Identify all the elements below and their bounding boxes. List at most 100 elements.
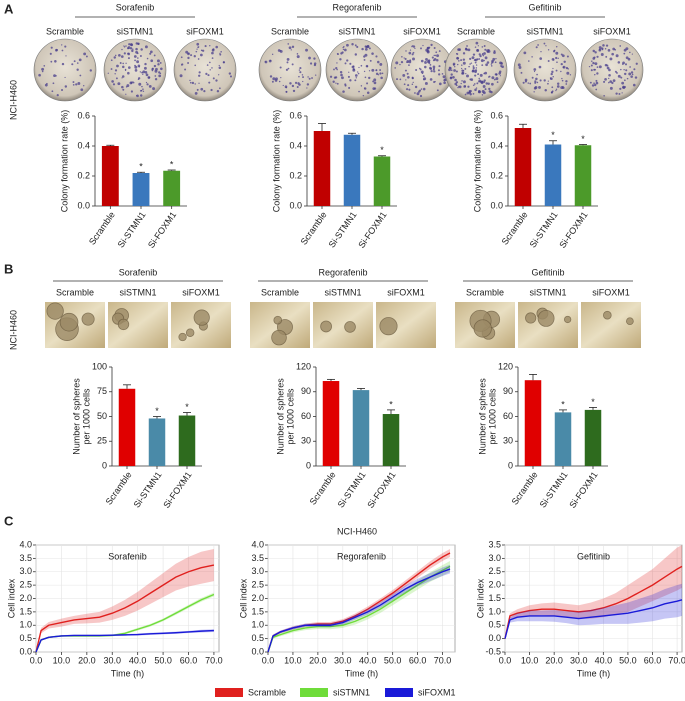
colony bbox=[478, 81, 480, 83]
colony bbox=[83, 85, 85, 87]
sphere bbox=[81, 312, 95, 326]
x-tick-label: Si-STMN1 bbox=[132, 470, 164, 510]
colony bbox=[490, 90, 493, 94]
colony bbox=[61, 49, 64, 52]
colony bbox=[405, 79, 407, 81]
sphere bbox=[178, 332, 187, 342]
colony bbox=[625, 56, 629, 60]
colony bbox=[475, 41, 479, 45]
colony bbox=[313, 63, 317, 67]
x-tick-label: 70.0 bbox=[434, 655, 452, 665]
colony bbox=[454, 78, 457, 82]
x-tick-label: Si-FOXM1 bbox=[365, 470, 397, 510]
colony bbox=[499, 61, 503, 65]
colony bbox=[487, 48, 490, 51]
colony bbox=[201, 49, 205, 52]
colony bbox=[189, 79, 191, 82]
colony bbox=[153, 64, 157, 68]
colony bbox=[140, 48, 143, 51]
colony bbox=[493, 78, 496, 81]
colony bbox=[148, 76, 151, 79]
x-tick-label: Si-STMN1 bbox=[116, 210, 148, 250]
colony bbox=[449, 76, 453, 80]
colony bbox=[51, 90, 54, 93]
colony bbox=[460, 59, 463, 62]
colony bbox=[141, 85, 143, 88]
colony bbox=[605, 55, 608, 58]
colony bbox=[631, 73, 634, 76]
x-tick-label: 50.0 bbox=[619, 655, 637, 665]
colony bbox=[614, 70, 617, 73]
y-tick-label: 3.0 bbox=[488, 553, 501, 563]
legend-swatch bbox=[385, 688, 413, 697]
colony bbox=[622, 61, 625, 65]
colony bbox=[438, 50, 441, 52]
colony bbox=[116, 64, 119, 68]
colony bbox=[379, 62, 383, 66]
colony bbox=[128, 66, 131, 69]
colony bbox=[110, 59, 113, 62]
colony bbox=[122, 65, 125, 69]
y-tick-label: 0 bbox=[102, 460, 107, 470]
colony bbox=[420, 59, 424, 63]
colony bbox=[219, 52, 221, 55]
colony bbox=[567, 68, 569, 70]
colony bbox=[302, 76, 304, 79]
colony bbox=[286, 57, 290, 61]
colony bbox=[158, 71, 161, 74]
colony bbox=[348, 71, 350, 73]
y-axis-label: Number of spheres bbox=[477, 378, 487, 455]
colony bbox=[495, 73, 498, 76]
colony bbox=[472, 53, 476, 56]
colony bbox=[463, 80, 466, 84]
x-tick-label: 60.0 bbox=[409, 655, 427, 665]
colony bbox=[563, 60, 566, 63]
colony bbox=[143, 66, 147, 70]
colony bbox=[196, 88, 199, 91]
colony bbox=[358, 90, 360, 93]
colony bbox=[209, 45, 211, 47]
colony bbox=[83, 52, 87, 56]
colony bbox=[621, 86, 625, 89]
colony bbox=[605, 44, 609, 47]
colony bbox=[210, 88, 213, 92]
legend-label: siSTMN1 bbox=[333, 687, 370, 697]
colony bbox=[552, 67, 554, 70]
colony bbox=[494, 61, 497, 64]
colony bbox=[478, 90, 482, 94]
colony bbox=[375, 55, 378, 58]
y-tick-label: 1.5 bbox=[488, 593, 501, 603]
colony bbox=[218, 66, 222, 70]
plate-label: siSTMN1 bbox=[526, 26, 563, 36]
colony bbox=[547, 82, 549, 85]
colony bbox=[469, 63, 471, 65]
colony bbox=[302, 80, 304, 83]
colony bbox=[342, 46, 344, 49]
colony bbox=[527, 60, 530, 62]
colony bbox=[271, 53, 274, 56]
colony bbox=[419, 94, 423, 98]
x-axis-label: Time (h) bbox=[111, 668, 144, 678]
colony bbox=[373, 78, 377, 82]
y-tick-label: 0.5 bbox=[488, 620, 501, 630]
colony bbox=[117, 82, 121, 86]
colony bbox=[193, 55, 196, 58]
colony bbox=[53, 74, 56, 78]
colony bbox=[77, 82, 81, 85]
colony bbox=[472, 66, 475, 70]
colony bbox=[187, 52, 189, 55]
colony bbox=[114, 54, 117, 57]
colony bbox=[141, 71, 143, 74]
colony bbox=[424, 61, 427, 64]
colony bbox=[365, 64, 369, 68]
drug-title: Regorafenib bbox=[318, 267, 367, 277]
colony bbox=[452, 63, 455, 66]
colony bbox=[595, 79, 598, 82]
y-tick-label: 4.0 bbox=[19, 539, 32, 549]
colony bbox=[551, 86, 554, 89]
colony bbox=[269, 75, 273, 78]
colony bbox=[604, 78, 607, 81]
colony bbox=[589, 81, 592, 84]
photo-label: siFOXM1 bbox=[182, 287, 220, 297]
x-tick-label: 10.0 bbox=[521, 655, 539, 665]
